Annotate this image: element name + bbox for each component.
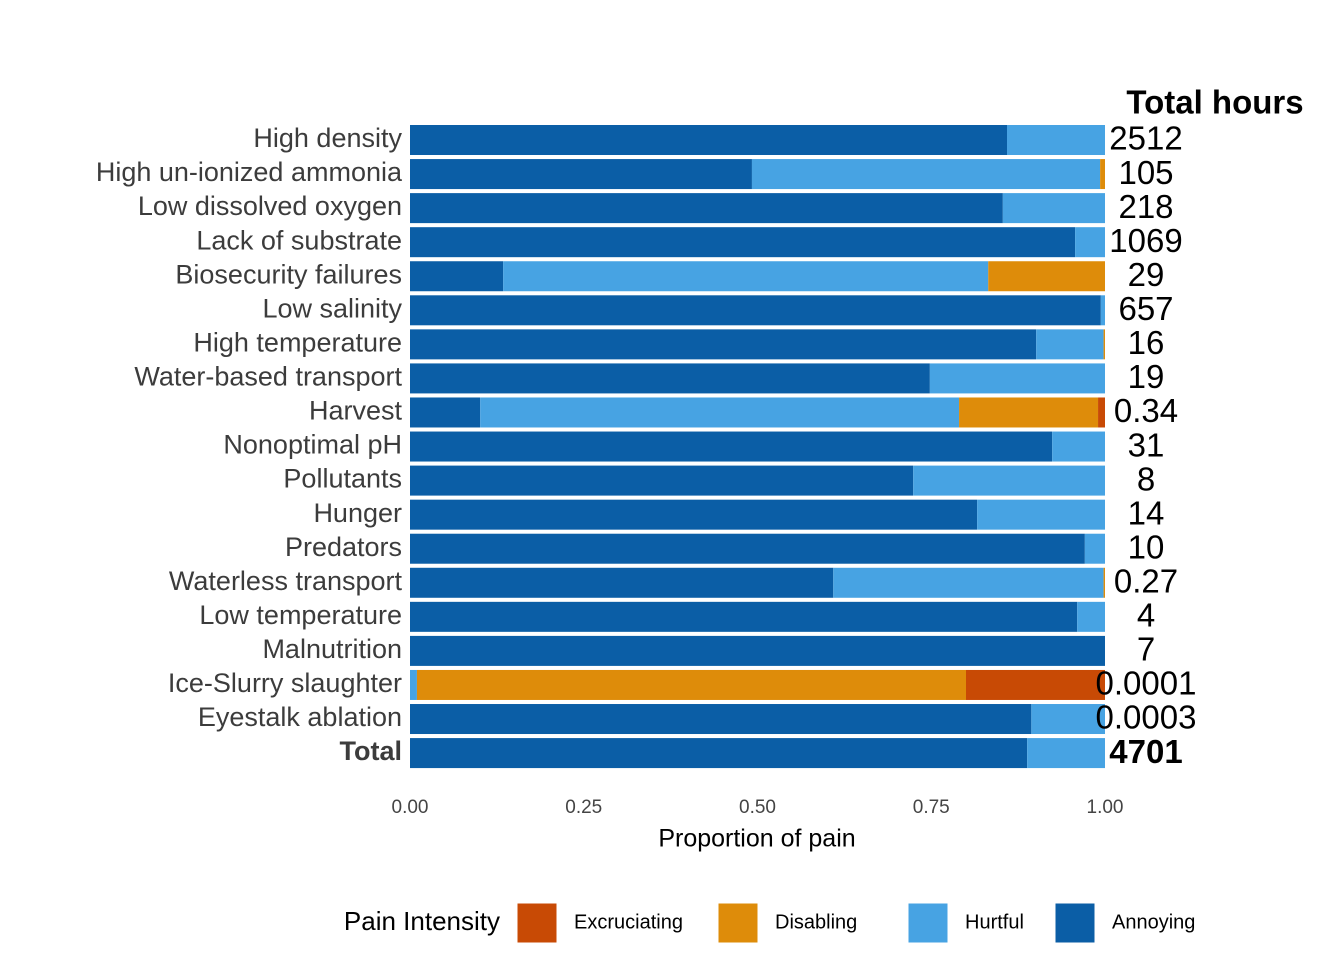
bar-segment [410, 533, 1085, 564]
bar-segment [1098, 397, 1105, 428]
y-tick-label: Low temperature [199, 600, 402, 630]
legend-swatch [516, 902, 558, 944]
total-hours-label: 10 [1128, 528, 1165, 565]
y-tick-label: Ice-Slurry slaughter [168, 668, 402, 698]
bar-segment [929, 363, 1105, 394]
x-tick-label: 0.25 [565, 797, 602, 818]
bar-segment [410, 295, 1101, 326]
bar-segment [410, 465, 914, 496]
legend-label: Hurtful [965, 911, 1024, 933]
bar-segment [410, 704, 1032, 735]
bar-segment [410, 159, 752, 190]
total-hours-label: 0.27 [1114, 562, 1178, 599]
legend-label: Disabling [775, 911, 857, 933]
total-hours-label: 0.34 [1114, 392, 1178, 429]
bar-segment [977, 499, 1105, 530]
bar-segment [410, 601, 1078, 632]
legend-label: Annoying [1112, 911, 1195, 933]
total-hours-label: 7 [1137, 631, 1155, 668]
bar-segment [410, 431, 1053, 462]
y-tick-label: Hunger [313, 498, 402, 528]
bar-segment [410, 397, 481, 428]
bar-segment [1036, 329, 1104, 360]
legend-label: Excruciating [574, 911, 683, 933]
y-tick-label: Low dissolved oxygen [138, 191, 402, 221]
bar-segment [1031, 704, 1105, 735]
bar-segment [966, 669, 1105, 700]
total-hours-label: 218 [1118, 188, 1173, 225]
right-header: Total hours [1126, 84, 1303, 121]
bar-segment [1103, 329, 1105, 360]
x-tick-label: 0.00 [392, 797, 429, 818]
bar-segment [410, 669, 417, 700]
total-hours-label: 2512 [1109, 120, 1182, 157]
bar-segment [1052, 431, 1105, 462]
bar-segment [1002, 193, 1105, 224]
y-tick-label: Malnutrition [262, 634, 402, 664]
total-hours-label: 1069 [1109, 222, 1182, 259]
total-hours-label: 105 [1118, 154, 1173, 191]
total-hours-label: 19 [1128, 358, 1165, 395]
bar-segment [410, 329, 1037, 360]
y-tick-label: High un-ionized ammonia [96, 157, 403, 187]
total-hours-label: 0.0003 [1096, 699, 1197, 736]
y-tick-label: Low salinity [262, 293, 402, 323]
bar-segment [1103, 567, 1105, 598]
y-tick-label: Water-based transport [134, 362, 402, 392]
total-hours-label: 8 [1137, 460, 1155, 497]
bar-segment [1100, 159, 1105, 190]
total-hours-label: 657 [1118, 290, 1173, 327]
bar-segment [1075, 227, 1105, 258]
y-tick-label: Pollutants [283, 464, 402, 494]
bar-segment [751, 159, 1101, 190]
total-hours-label: 16 [1128, 324, 1165, 361]
bar-segment [833, 567, 1104, 598]
total-hours-label: 14 [1128, 494, 1165, 531]
total-hours-label: 0.0001 [1096, 665, 1197, 702]
y-tick-label: Eyestalk ablation [198, 702, 402, 732]
bar-segment [1077, 601, 1105, 632]
bar-segment [1027, 738, 1105, 769]
bar-segment [959, 397, 1099, 428]
bar-segment [410, 227, 1076, 258]
total-hours-label: 4701 [1109, 733, 1182, 770]
bar-segment [1007, 125, 1105, 155]
y-tick-label: High temperature [193, 327, 402, 357]
bar-segment [410, 738, 1028, 769]
x-axis-title: Proportion of pain [658, 825, 855, 853]
bar-segment [913, 465, 1105, 496]
legend-title: Pain Intensity [344, 906, 500, 936]
x-tick-label: 0.50 [739, 797, 776, 818]
total-hours-label: 29 [1128, 256, 1165, 293]
bar-segment [410, 499, 978, 530]
bar-segment [410, 567, 834, 598]
bar-segment [503, 261, 989, 292]
y-tick-label: Harvest [309, 396, 403, 426]
total-hours-label: 4 [1137, 597, 1155, 634]
bar-segment [416, 669, 966, 700]
bar-segment [988, 261, 1105, 292]
legend-swatch [907, 902, 949, 944]
total-hours-label: 31 [1128, 426, 1165, 463]
bar-segment [410, 363, 930, 394]
y-tick-label: Lack of substrate [196, 225, 402, 255]
y-tick-label: Nonoptimal pH [223, 430, 402, 460]
legend-swatch [717, 902, 759, 944]
bar-segment [480, 397, 960, 428]
bar-segment [1084, 533, 1105, 564]
y-tick-label: Predators [285, 532, 402, 562]
bar-segment [410, 125, 1008, 155]
bar-segment [410, 635, 1105, 666]
y-tick-label: Total [340, 736, 403, 766]
bar-segment [1100, 295, 1105, 326]
legend-swatch [1054, 902, 1096, 944]
bar-segment [410, 261, 504, 292]
x-tick-label: 0.75 [913, 797, 950, 818]
y-tick-label: Biosecurity failures [175, 259, 402, 289]
y-tick-label: Waterless transport [169, 566, 403, 596]
x-tick-label: 1.00 [1087, 797, 1124, 818]
bar-segment [410, 193, 1003, 224]
y-tick-label: High density [253, 123, 402, 153]
